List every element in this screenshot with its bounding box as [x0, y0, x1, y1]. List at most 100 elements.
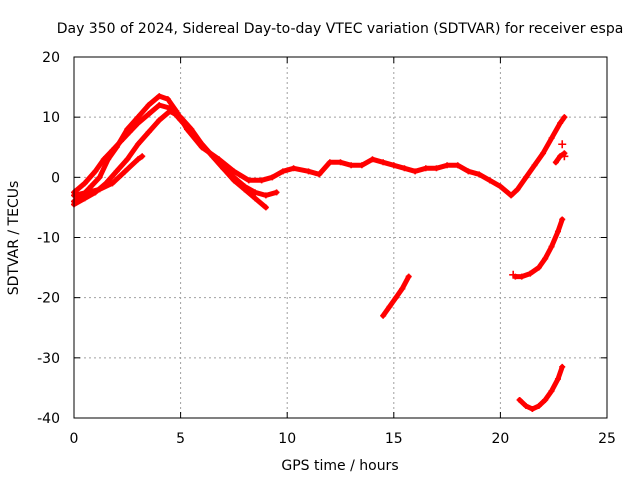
data-point: [552, 159, 559, 166]
data-point: [337, 159, 344, 166]
data-point: [548, 387, 555, 394]
data-point: [269, 174, 276, 181]
data-point: [188, 129, 195, 136]
data-point: [454, 162, 461, 169]
data-point: [156, 93, 163, 100]
marker-layer: [509, 140, 569, 279]
y-axis-label: SDTVAR / TECUs: [6, 181, 22, 296]
data-point: [145, 102, 152, 109]
y-tick-label: 0: [51, 170, 60, 186]
data-point: [113, 168, 120, 175]
data-point: [412, 168, 419, 175]
data-point: [380, 312, 387, 319]
data-point: [554, 375, 561, 382]
data-point: [508, 192, 515, 199]
data-point: [92, 168, 99, 175]
y-tick-label: -20: [37, 291, 60, 307]
data-point: [497, 183, 504, 190]
y-tick-label: -40: [37, 411, 60, 427]
data-point: [117, 138, 124, 145]
data-point: [279, 168, 286, 175]
data-point: [465, 168, 472, 175]
data-point: [516, 396, 523, 403]
series-track-1: [71, 93, 567, 204]
data-point: [290, 165, 297, 172]
data-point: [245, 177, 252, 184]
data-point: [433, 165, 440, 172]
data-point: [559, 216, 566, 223]
data-point: [198, 141, 205, 148]
data-point: [444, 162, 451, 169]
x-tick-label: 10: [278, 431, 296, 447]
data-point: [134, 141, 141, 148]
data-point: [134, 120, 141, 127]
data-point: [326, 159, 333, 166]
data-point: [230, 174, 237, 181]
data-point: [548, 135, 555, 142]
x-tick-label: 5: [176, 431, 185, 447]
data-point: [358, 162, 365, 169]
data-point: [405, 273, 412, 280]
data-point: [83, 189, 90, 196]
data-point: [554, 228, 561, 235]
data-point: [273, 189, 280, 196]
y-tick-label: -10: [37, 231, 60, 247]
data-point: [109, 147, 116, 154]
grid-layer: [74, 57, 607, 418]
x-tick-label: 20: [491, 431, 509, 447]
data-point: [399, 285, 406, 292]
data-point: [540, 150, 547, 157]
data-point: [122, 168, 129, 175]
data-point: [535, 402, 542, 409]
data-point: [386, 303, 393, 310]
data-point: [529, 405, 536, 412]
cross-marker: [558, 140, 567, 149]
data-point: [88, 183, 95, 190]
data-point: [145, 111, 152, 118]
data-point: [522, 402, 529, 409]
data-point: [96, 186, 103, 193]
data-point: [486, 177, 493, 184]
y-tick-label: 20: [42, 50, 60, 66]
x-tick-label: 0: [70, 431, 79, 447]
data-point: [124, 156, 131, 163]
data-point: [96, 174, 103, 181]
data-point: [262, 192, 269, 199]
data-point: [81, 180, 88, 187]
data-point: [561, 114, 568, 121]
data-point: [476, 171, 483, 178]
data-point: [542, 255, 549, 262]
data-point: [134, 114, 141, 121]
data-point: [316, 171, 323, 178]
data-point: [164, 96, 171, 103]
cross-marker: [509, 270, 518, 279]
data-point: [422, 165, 429, 172]
data-point: [145, 129, 152, 136]
plot-frame: [73, 56, 608, 419]
data-point: [134, 156, 141, 163]
data-point: [156, 102, 163, 109]
x-axis-label: GPS time / hours: [281, 458, 398, 474]
data-point: [348, 162, 355, 169]
data-point: [522, 174, 529, 181]
data-point: [220, 165, 227, 172]
data-point: [241, 183, 248, 190]
data-point: [518, 273, 525, 280]
data-point: [81, 195, 88, 202]
y-tick-label: 10: [42, 110, 60, 126]
x-tick-label: 25: [598, 431, 616, 447]
chart-title: Day 350 of 2024, Sidereal Day-to-day VTE…: [57, 21, 624, 37]
data-point: [100, 156, 107, 163]
data-point: [392, 294, 399, 301]
data-point: [557, 120, 564, 127]
data-point: [166, 105, 173, 112]
data-point: [548, 243, 555, 250]
data-point: [401, 165, 408, 172]
data-point: [369, 156, 376, 163]
data-point: [126, 129, 133, 136]
data-point: [139, 153, 146, 160]
x-tick-label: 15: [385, 431, 403, 447]
data-point: [230, 168, 237, 175]
